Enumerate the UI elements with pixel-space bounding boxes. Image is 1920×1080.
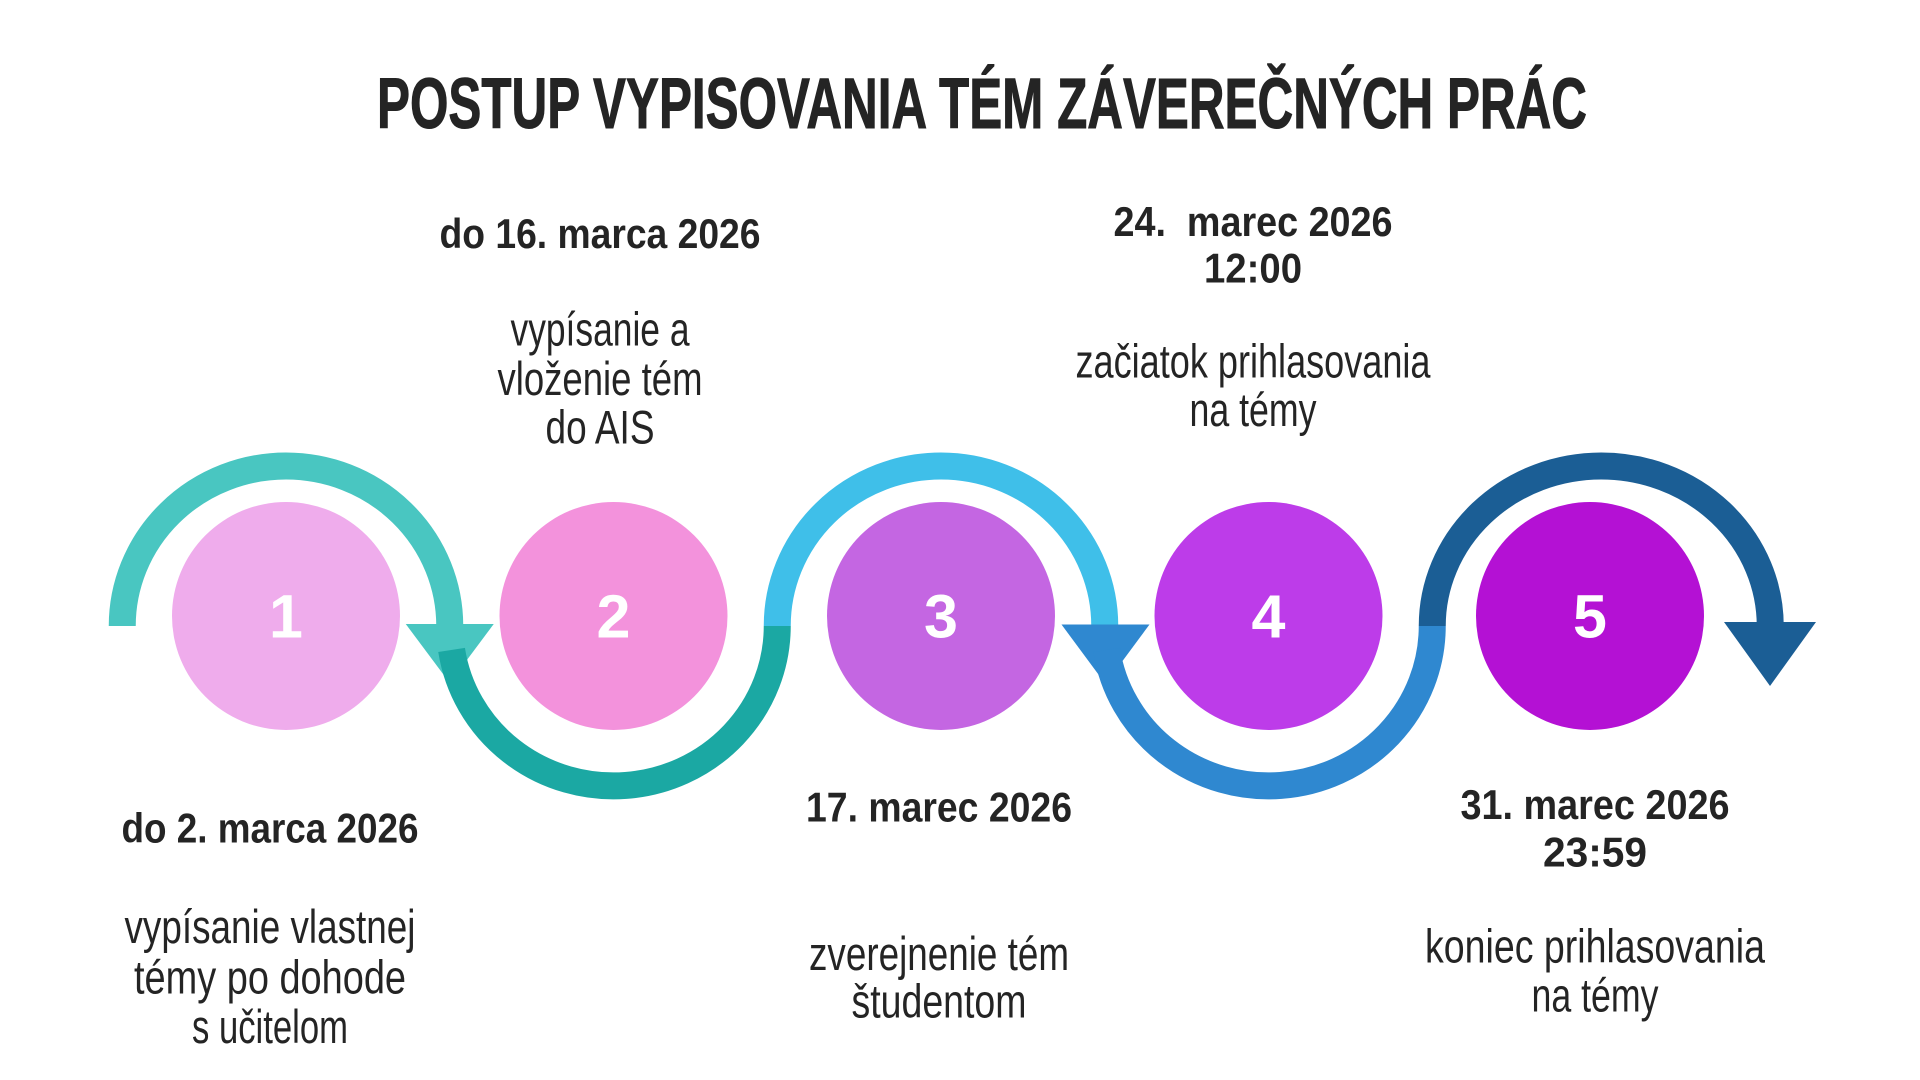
svg-text:s učitelom: s učitelom [192, 1000, 348, 1053]
svg-text:koniec prihlasovania: koniec prihlasovania [1425, 920, 1766, 973]
svg-text:zverejnenie tém: zverejnenie tém [809, 927, 1069, 980]
svg-text:1: 1 [269, 583, 303, 651]
svg-text:vloženie tém: vloženie tém [498, 352, 703, 405]
svg-text:23:59: 23:59 [1543, 828, 1647, 875]
svg-text:témy po dohode: témy po dohode [134, 951, 406, 1004]
svg-text:na témy: na témy [1532, 968, 1659, 1021]
svg-text:študentom: študentom [852, 975, 1027, 1028]
svg-text:na témy: na témy [1190, 383, 1317, 436]
svg-text:2: 2 [597, 583, 631, 651]
svg-text:vypísanie a: vypísanie a [511, 303, 691, 356]
svg-text:24. marec 2026: 24. marec 2026 [1114, 198, 1393, 245]
svg-text:do 2. marca 2026: do 2. marca 2026 [122, 805, 419, 852]
svg-text:17. marec 2026: 17. marec 2026 [806, 783, 1072, 830]
svg-text:vypísanie vlastnej: vypísanie vlastnej [125, 900, 416, 953]
svg-text:12:00: 12:00 [1204, 245, 1302, 292]
svg-text:do 16. marca 2026: do 16. marca 2026 [440, 210, 761, 257]
svg-text:31. marec 2026: 31. marec 2026 [1461, 781, 1730, 828]
svg-text:POSTUP VYPISOVANIA TÉM ZÁVEREČ: POSTUP VYPISOVANIA TÉM ZÁVEREČNÝCH PRÁC [377, 64, 1587, 144]
svg-text:do AIS: do AIS [546, 401, 655, 454]
svg-text:začiatok prihlasovania: začiatok prihlasovania [1076, 335, 1432, 388]
svg-text:3: 3 [924, 583, 958, 651]
svg-text:4: 4 [1252, 583, 1286, 651]
svg-text:5: 5 [1573, 583, 1607, 651]
